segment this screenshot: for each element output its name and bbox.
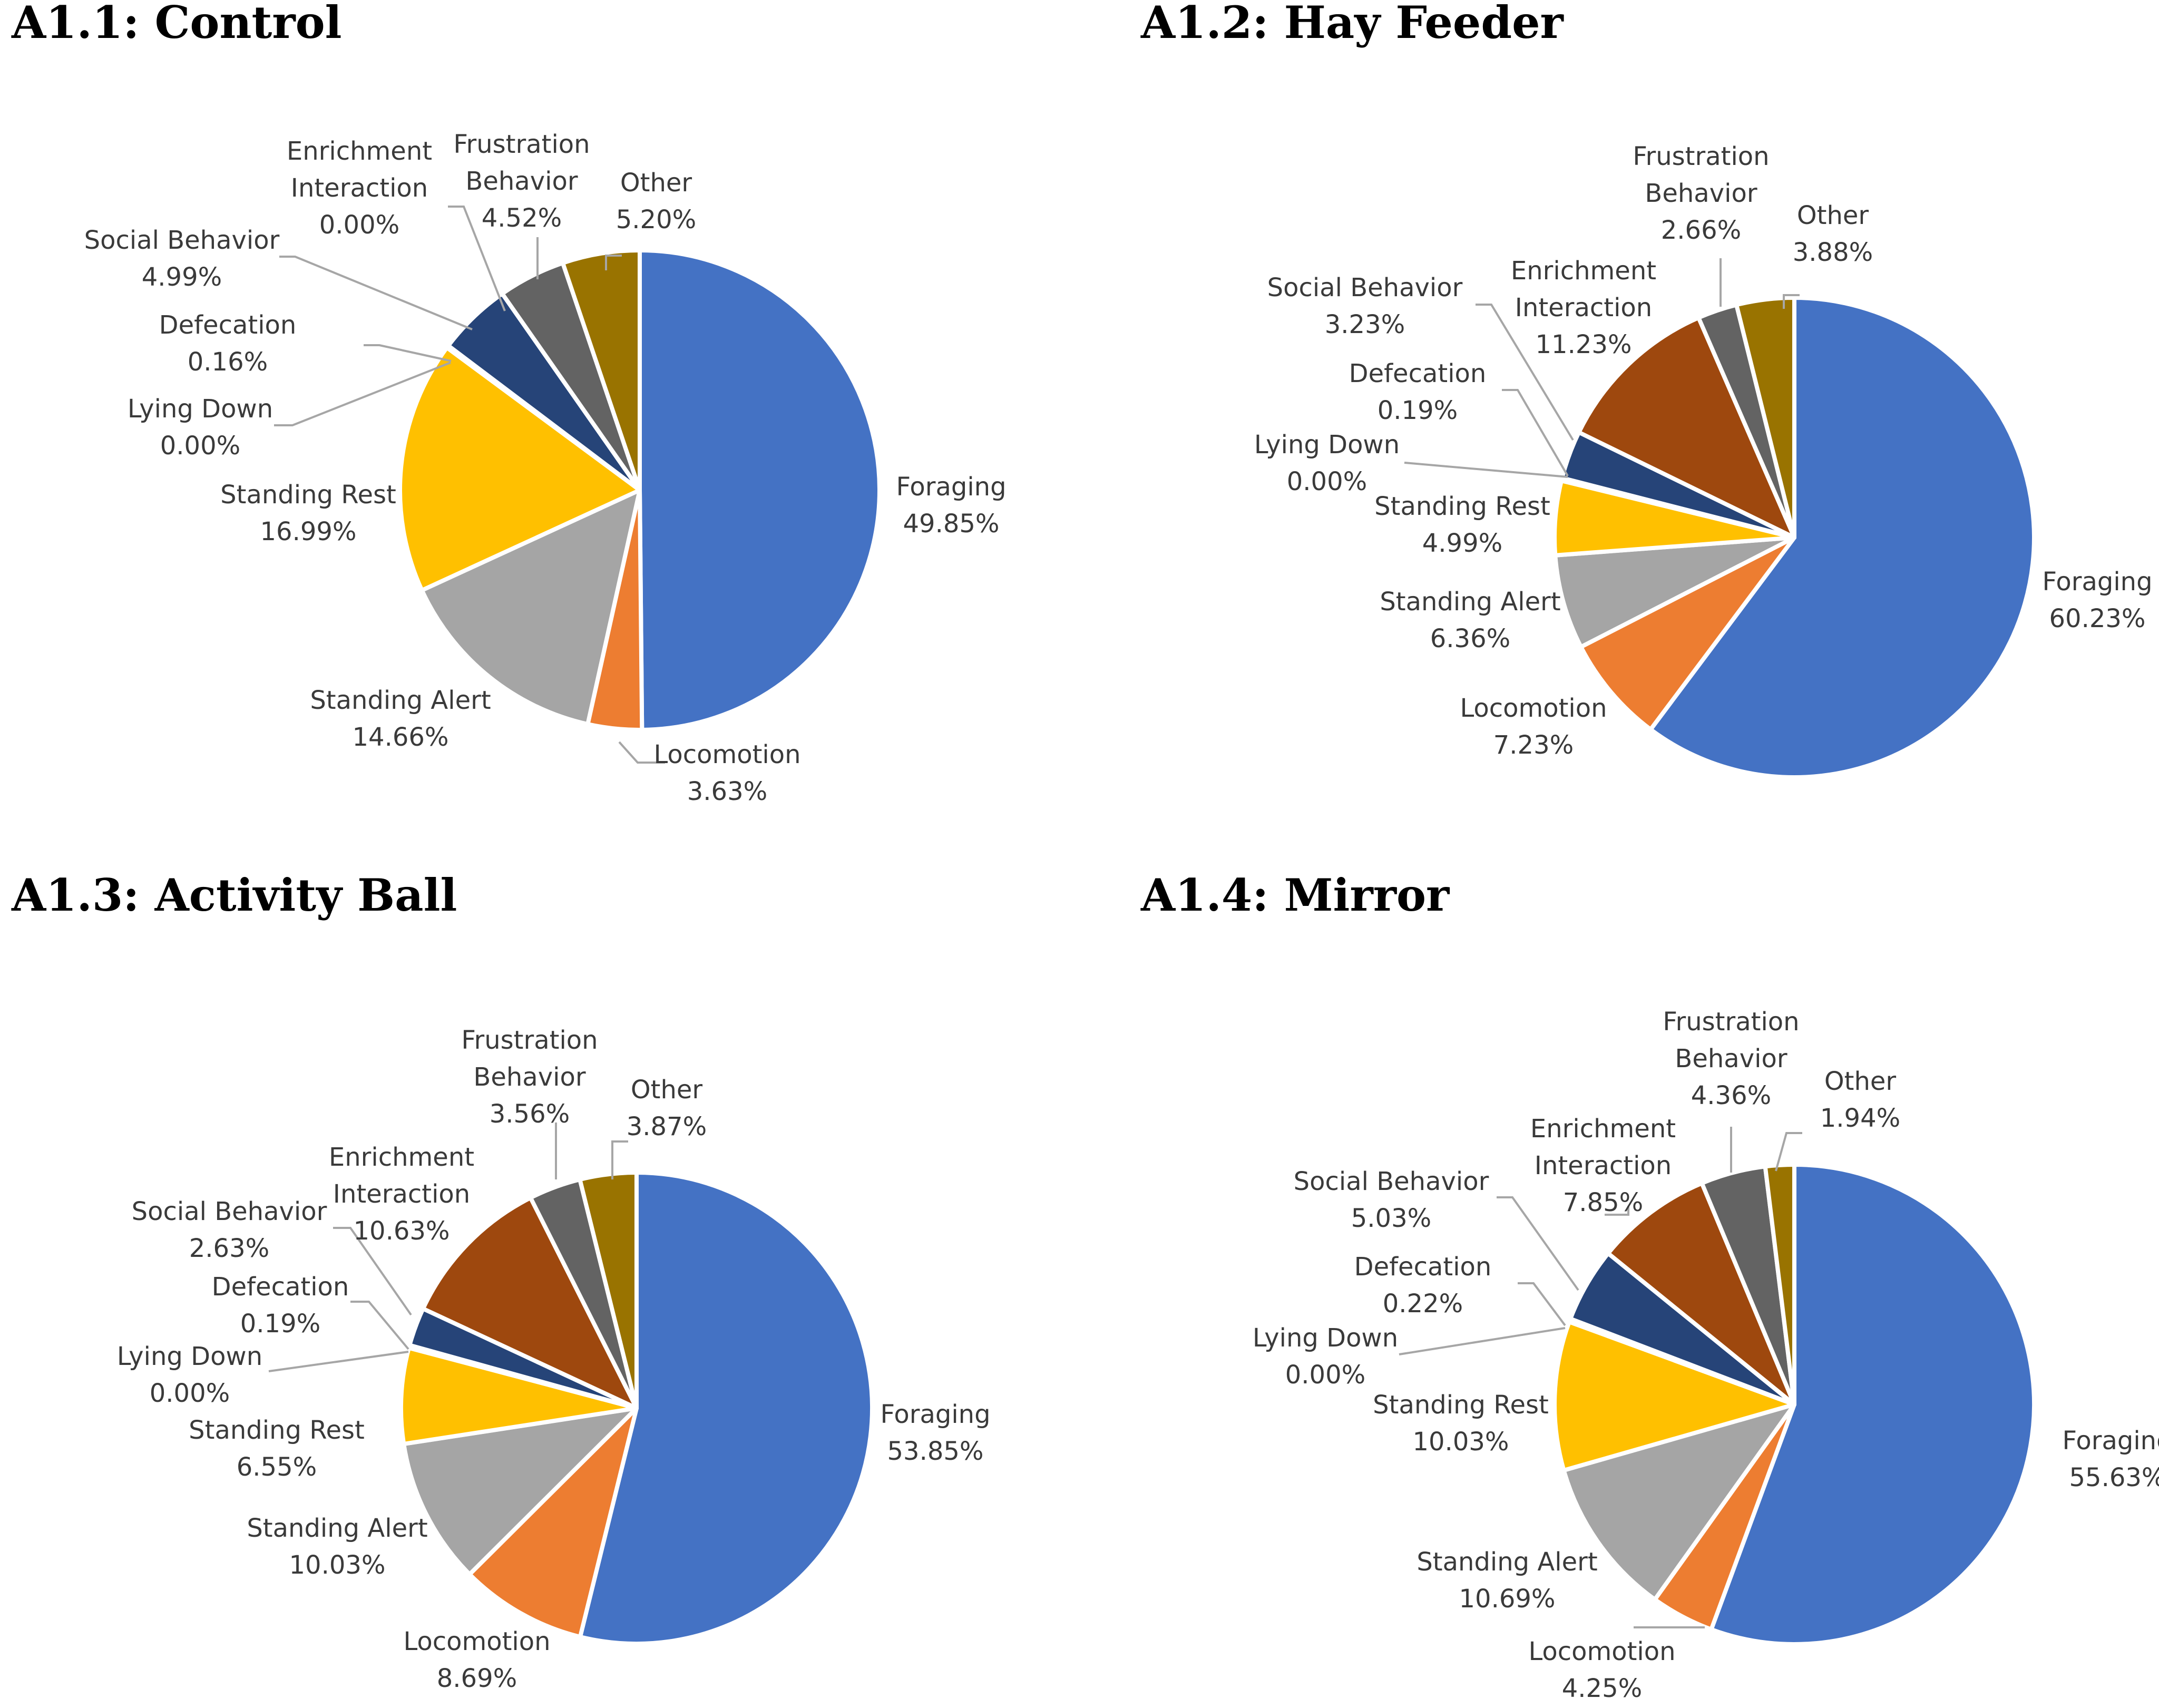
slice-other	[1763, 1163, 1796, 1407]
data-label-standing-alert: Standing Alert 10.03%	[247, 1514, 427, 1580]
data-label-locomotion: Locomotion 4.25%	[1528, 1637, 1675, 1703]
slice-foraging	[1648, 296, 2036, 779]
data-label-frustration-behavior: Frustration Behavior 2.66%	[1633, 142, 1769, 245]
slice-other	[1734, 296, 1796, 540]
chart-title: A1.2: Hay Feeder	[1140, 0, 1565, 48]
data-label-locomotion: Locomotion 8.69%	[403, 1627, 550, 1693]
data-label-frustration-behavior: Frustration Behavior 4.52%	[453, 130, 590, 233]
data-label-foraging: Foraging 49.85%	[896, 472, 1006, 539]
slice-locomotion	[1579, 535, 1796, 732]
slice-foraging	[578, 1170, 874, 1646]
data-label-other: Other 3.88%	[1793, 201, 1873, 267]
data-label-standing-alert: Standing Alert 14.66%	[310, 686, 491, 752]
data-label-lying-down: Lying Down 0.00%	[117, 1342, 262, 1408]
data-label-locomotion: Locomotion 7.23%	[1460, 694, 1607, 760]
slice-foraging	[1709, 1163, 2036, 1646]
data-label-standing-rest: Standing Rest 16.99%	[220, 480, 396, 546]
data-label-frustration-behavior: Frustration Behavior 4.36%	[1663, 1007, 1799, 1110]
data-label-enrichment-interaction: Enrichment Interaction 10.63%	[329, 1143, 474, 1246]
chart-title: A1.4: Mirror	[1140, 869, 1450, 921]
pie-panel-1: A1.1: Control Foraging 49.85% Locomotion 3.6…	[11, 0, 1007, 806]
data-label-frustration-behavior: Frustration Behavior 3.56%	[461, 1026, 598, 1129]
data-label-social-behavior: Social Behavior 2.63%	[132, 1197, 327, 1263]
slice-foraging	[638, 248, 882, 732]
leader-line-defecation	[350, 1301, 409, 1350]
data-label-defecation: Defecation 0.22%	[1354, 1252, 1492, 1319]
data-label-defecation: Defecation 0.16%	[159, 310, 297, 377]
data-label-social-behavior: Social Behavior 3.23%	[1267, 273, 1463, 339]
data-label-other: Other 5.20%	[616, 168, 696, 235]
data-label-enrichment-interaction: Enrichment Interaction 11.23%	[1511, 256, 1656, 359]
data-label-social-behavior: Social Behavior 5.03%	[1294, 1167, 1489, 1233]
data-label-other: Other 1.94%	[1820, 1067, 1900, 1133]
leader-line-social-behavior	[333, 1227, 412, 1316]
leader-line-lying-down	[268, 1351, 409, 1372]
leader-line-defecation	[1502, 389, 1569, 477]
leader-line-lying-down	[1404, 462, 1568, 478]
leader-line-social-behavior	[1497, 1196, 1579, 1291]
leader-line-other	[1783, 294, 1800, 309]
leader-line-defecation	[1518, 1282, 1566, 1326]
leader-line-defecation	[364, 344, 452, 362]
data-label-defecation: Defecation 0.19%	[1349, 359, 1487, 425]
data-label-locomotion: Locomotion 3.63%	[653, 740, 800, 806]
data-label-standing-alert: Standing Alert 6.36%	[1380, 587, 1560, 653]
leader-line-lying-down	[274, 362, 451, 426]
slice-standing-alert	[1553, 535, 1796, 649]
data-label-defecation: Defecation 0.19%	[212, 1272, 349, 1339]
slice-enrichment-interaction	[1577, 315, 1796, 540]
leader-line-locomotion	[618, 741, 665, 764]
data-label-enrichment-interaction: Enrichment Interaction 7.85%	[1530, 1114, 1676, 1217]
leader-line-social-behavior	[1476, 304, 1574, 441]
chart-title: A1.3: Activity Ball	[11, 869, 457, 921]
pie-panel-3: A1.3: Activity Ball Foraging 53.85% Locomot…	[11, 869, 991, 1693]
data-label-lying-down: Lying Down 0.00%	[1254, 430, 1400, 496]
data-label-standing-rest: Standing Rest 6.55%	[189, 1416, 365, 1482]
pie-panel-2: A1.2: Hay Feeder Foraging 60.23% Locomotion…	[1140, 0, 2153, 779]
slice-standing-rest	[1552, 1320, 1796, 1473]
leader-line-enrichment-interaction	[1605, 1206, 1629, 1216]
data-label-foraging: Foraging55.63%	[2062, 1426, 2159, 1492]
slice-locomotion	[467, 1406, 639, 1639]
data-label-lying-down: Lying Down 0.00%	[1253, 1323, 1398, 1390]
leader-line-other	[605, 255, 622, 270]
leader-line-enrichment-interaction	[448, 206, 506, 311]
data-label-foraging: Foraging 53.85%	[880, 1400, 990, 1466]
data-label-standing-rest: Standing Rest 4.99%	[1374, 492, 1550, 558]
leader-line-social-behavior	[279, 256, 473, 330]
chart-title: A1.1: Control	[11, 0, 342, 48]
leader-line-other	[611, 1140, 628, 1179]
leader-line-other	[1775, 1132, 1802, 1172]
data-label-standing-rest: Standing Rest 10.03%	[1373, 1390, 1549, 1457]
slice-standing-rest	[398, 345, 642, 593]
data-label-foraging: Foraging 60.23%	[2042, 567, 2152, 633]
slice-enrichment-interaction	[1606, 1181, 1796, 1407]
data-label-enrichment-interaction: Enrichment Interaction 0.00%	[287, 136, 432, 240]
pie-panel-4: A1.4: Mirror Foraging55.63% Locomotion4.25…	[1140, 869, 2159, 1703]
data-label-other: Other 3.87%	[627, 1075, 707, 1141]
slice-other	[578, 1170, 639, 1410]
data-label-standing-alert: Standing Alert 10.69%	[1416, 1547, 1597, 1614]
slice-enrichment-interaction	[421, 1195, 639, 1410]
slice-standing-alert	[402, 1406, 639, 1577]
leader-line-lying-down	[1399, 1327, 1566, 1355]
data-label-social-behavior: Social Behavior 4.99%	[84, 226, 280, 292]
slice-other	[560, 248, 642, 492]
data-label-lying-down: Lying Down 0.00%	[128, 394, 273, 461]
slice-standing-alert	[1561, 1402, 1796, 1602]
slice-standing-alert	[419, 488, 642, 727]
